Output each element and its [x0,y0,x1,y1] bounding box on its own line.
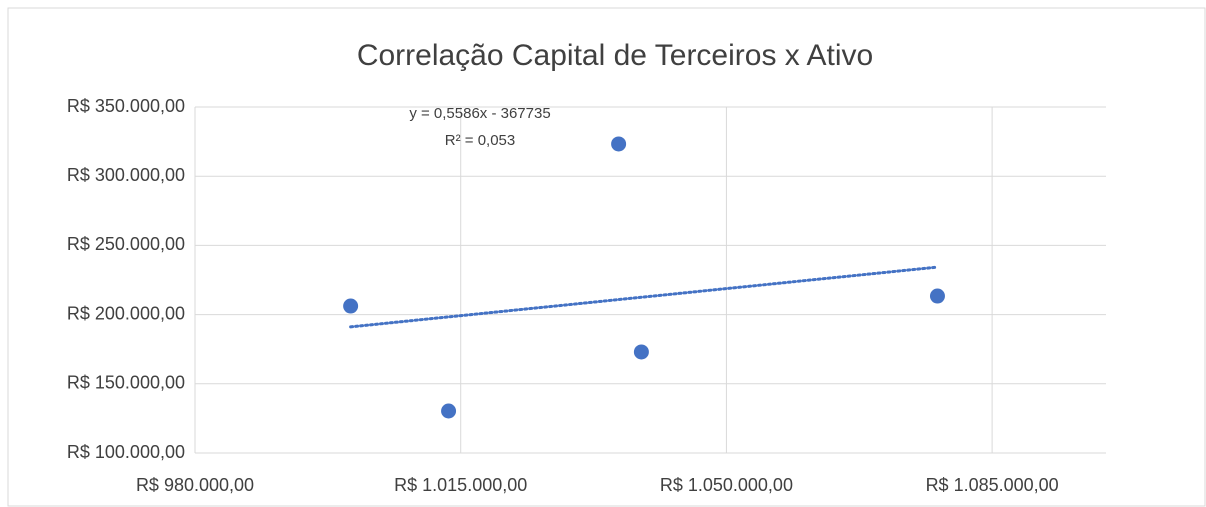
x-tick-label: R$ 980.000,00 [136,475,254,495]
y-tick-label: R$ 300.000,00 [67,165,185,185]
y-tick-label: R$ 250.000,00 [67,234,185,254]
trendline [349,265,939,329]
x-tick-label: R$ 1.085.000,00 [926,475,1059,495]
y-tick-label: R$ 200.000,00 [67,303,185,323]
chart-border [7,7,1206,507]
point [929,288,945,304]
y-tick-label: R$ 150.000,00 [67,373,185,393]
x-tick-label: R$ 1.050.000,00 [660,475,793,495]
point [441,403,457,419]
point [611,136,627,152]
trendline-equation: y = 0,5586x - 367735 [409,105,550,122]
trendline-r2: R² = 0,053 [445,132,515,149]
point [633,344,649,360]
y-tick-label: R$ 100.000,00 [67,442,185,462]
chart-title: Correlação Capital de Terceiros x Ativo [357,39,873,72]
x-tick-label: R$ 1.015.000,00 [394,475,527,495]
y-tick-label: R$ 350.000,00 [67,96,185,116]
point [343,298,359,314]
